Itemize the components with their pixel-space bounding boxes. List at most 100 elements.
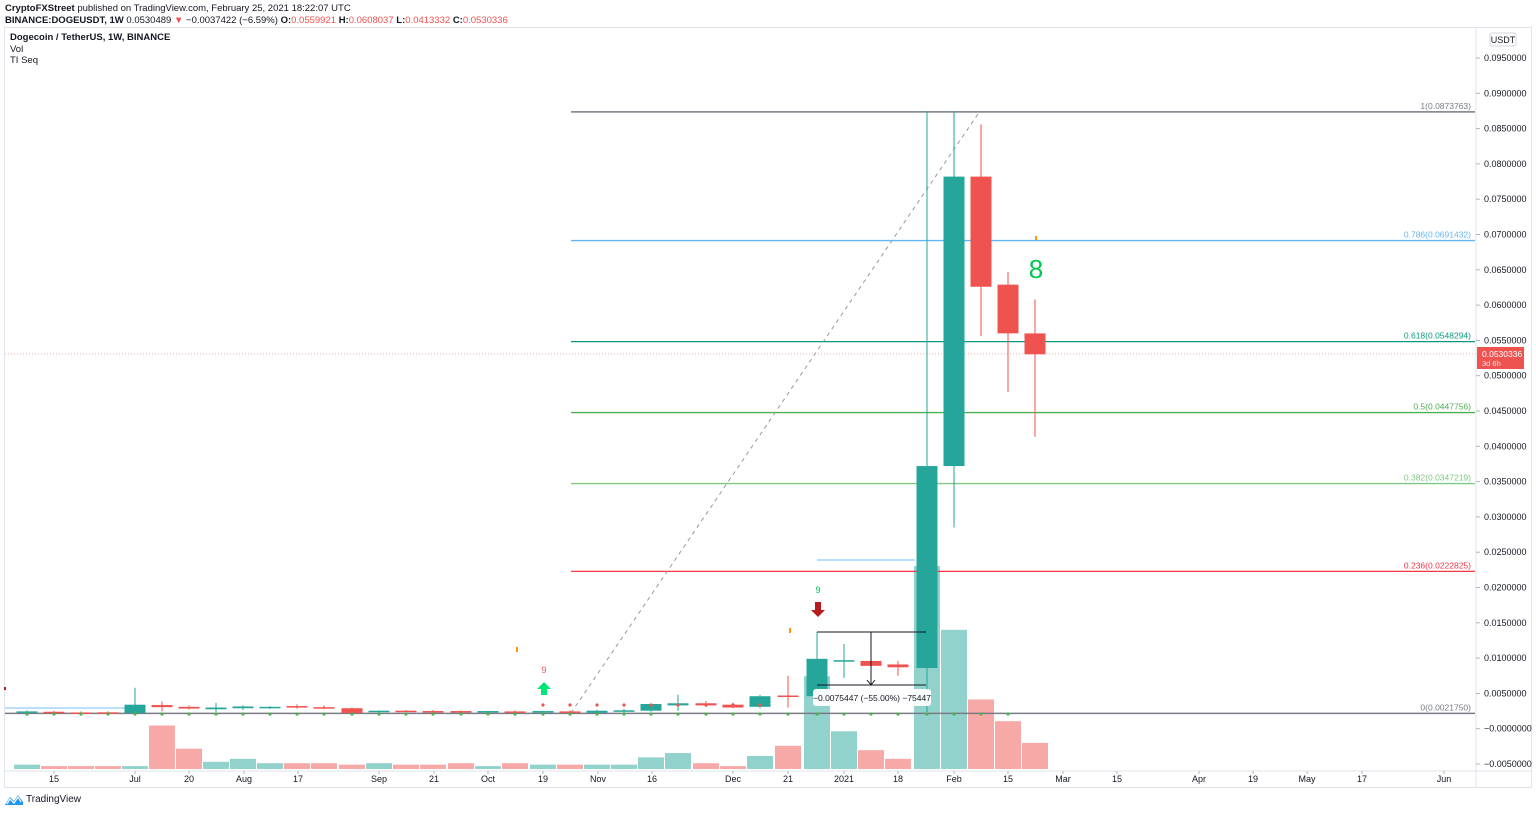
candle[interactable] — [970, 124, 992, 337]
time-tick-label: Aug — [236, 774, 252, 784]
price-range-measure[interactable]: −0.0075447 (−55.00%) −75447 — [813, 631, 931, 706]
candle[interactable] — [777, 675, 799, 708]
price-tick-label: 0.0200000 — [1484, 583, 1527, 593]
close-label: C: — [452, 15, 463, 26]
candle[interactable] — [368, 710, 390, 713]
fib-trend-line[interactable] — [570, 110, 981, 714]
price-tick-label: 0.0350000 — [1484, 477, 1527, 487]
td-marker-small-3 — [1035, 236, 1037, 240]
legend-title[interactable]: Dogecoin / TetherUS, 1W, BINANCE — [10, 32, 171, 43]
high-value: 0.0608037 — [348, 15, 394, 26]
volume-bar — [95, 766, 121, 769]
candle[interactable] — [916, 111, 938, 674]
arrow-down-small-icon — [866, 679, 876, 686]
volume-bar — [176, 748, 202, 769]
candle[interactable] — [997, 271, 1019, 392]
volume-bar — [203, 761, 229, 769]
time-tick-label: 16 — [647, 774, 657, 784]
candle[interactable] — [286, 704, 308, 709]
volume-bar — [284, 763, 310, 769]
candle[interactable] — [450, 710, 472, 713]
volume-bar — [448, 763, 474, 769]
td-marker-small — [516, 647, 518, 652]
time-tick-label: Apr — [1192, 774, 1206, 784]
publish-text: published on TradingView.com, February 2… — [77, 3, 351, 14]
tradingview-logo-icon — [5, 795, 23, 805]
fib-level-label: 0.618(0.0548294) — [1404, 331, 1471, 341]
volume-bar — [230, 758, 256, 769]
price-tick-label: 0.0700000 — [1484, 230, 1527, 240]
td-marker-small-2 — [789, 628, 791, 633]
time-axis[interactable]: 15 Jul 20 Aug 17 Sep 21 Oct 19 Nov 16 Dec 21 2021 18 Fe… — [49, 771, 1451, 784]
time-tick-label: 19 — [1248, 774, 1258, 784]
time-tick-label: Mar — [1055, 774, 1071, 784]
price-tick-label: 0.0500000 — [1484, 371, 1527, 381]
price-tick-label: −0.0000000 — [1484, 724, 1532, 734]
left-edge-marker — [4, 687, 6, 690]
volume-bar — [693, 763, 719, 769]
price-tick-label: 0.0150000 — [1484, 618, 1527, 628]
time-tick-label: 18 — [893, 774, 903, 784]
publisher-name[interactable]: CryptoFXStreet — [5, 3, 75, 14]
time-tick-label: 15 — [49, 774, 59, 784]
candle[interactable] — [1024, 299, 1046, 437]
time-tick-label: Sep — [371, 774, 387, 784]
volume-bar — [339, 764, 365, 769]
price-axis[interactable]: 0.0950000 0.0900000 0.0850000 0.0800000 0.07… — [1476, 53, 1532, 769]
td-sell-count: 9 — [815, 585, 820, 595]
volume-bar — [1022, 742, 1048, 769]
price-tick-label: 0.0050000 — [1484, 688, 1527, 698]
candle[interactable] — [613, 708, 635, 713]
candle[interactable] — [833, 643, 855, 678]
volume-bar — [420, 764, 446, 769]
volume-bar — [14, 764, 40, 769]
price-tick-label: 0.0300000 — [1484, 512, 1527, 522]
volume-bar — [831, 731, 857, 769]
price-tick-label: 0.0900000 — [1484, 88, 1527, 98]
volume-bar — [968, 699, 994, 769]
candle[interactable] — [178, 705, 200, 710]
candle[interactable] — [395, 709, 417, 713]
low-value: 0.0413332 — [405, 15, 451, 26]
fib-retracement[interactable]: 1(0.0873763) 0.786(0.0691432) 0.618(0.0548… — [5, 101, 1475, 715]
measure-label: −0.0075447 (−55.00%) −75447 — [813, 693, 931, 703]
time-tick-label: Oct — [481, 774, 496, 784]
time-tick-label: 20 — [184, 774, 194, 784]
down-triangle-icon: ▼ — [173, 15, 184, 26]
candle[interactable] — [806, 631, 828, 698]
candle[interactable] — [124, 687, 146, 714]
volume-bar — [775, 745, 801, 769]
currency-badge[interactable] — [1489, 32, 1517, 47]
time-tick-label: Jul — [129, 774, 141, 784]
volume-bar — [557, 764, 583, 769]
candlesticks[interactable] — [16, 111, 1046, 714]
high-label: H: — [338, 15, 349, 26]
tradingview-branding: TradingView — [5, 794, 81, 805]
time-tick-label: Jun — [1437, 774, 1452, 784]
candle[interactable] — [313, 705, 335, 710]
volume-bar — [257, 763, 283, 769]
candle[interactable] — [667, 694, 689, 712]
candle[interactable] — [205, 702, 227, 713]
legend-vol[interactable]: Vol — [10, 43, 24, 55]
candle[interactable] — [887, 660, 909, 676]
price-tick-label: −0.0050000 — [1484, 759, 1532, 769]
volume-bar — [41, 766, 67, 769]
time-tick-label: 2021 — [834, 774, 854, 784]
fib-level-label: 0(0.0021750) — [1420, 702, 1471, 712]
volume-bars — [14, 566, 1048, 769]
legend-ti-seq[interactable]: TI Seq — [10, 55, 38, 66]
price-tick-label: 0.0650000 — [1484, 265, 1527, 275]
candle[interactable] — [151, 701, 173, 712]
volume-bar — [393, 764, 419, 769]
candle[interactable] — [477, 710, 499, 713]
candle[interactable] — [259, 706, 281, 709]
fib-level-label: 0.382(0.0347219) — [1404, 473, 1471, 483]
candle[interactable] — [422, 709, 444, 713]
fib-level-label: 0.786(0.0691432) — [1404, 230, 1471, 240]
candle[interactable] — [232, 705, 254, 710]
price-tick-label: 0.0850000 — [1484, 124, 1527, 134]
low-label: L: — [396, 15, 406, 26]
candle[interactable] — [943, 111, 965, 528]
